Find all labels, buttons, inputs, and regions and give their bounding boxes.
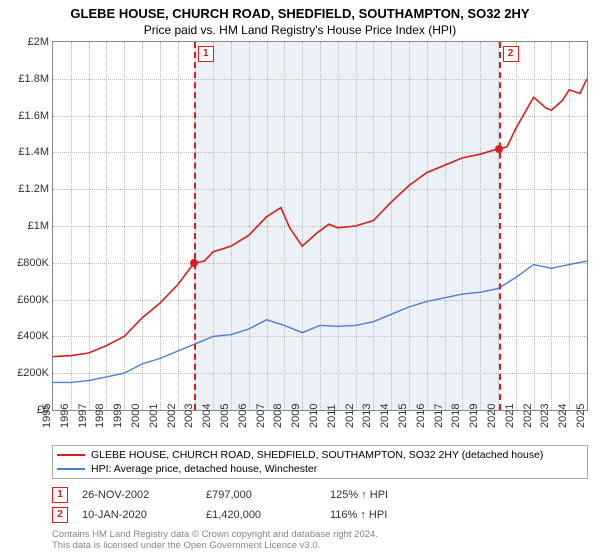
marker-vertical-line: [194, 42, 196, 410]
transaction-marker-icon: 1: [52, 487, 68, 503]
y-axis-label: £200K: [17, 367, 49, 379]
transaction-row: 1 26-NOV-2002 £797,000 125% ↑ HPI: [52, 485, 588, 505]
credits-line: Contains HM Land Registry data © Crown c…: [52, 529, 588, 540]
transaction-date: 10-JAN-2020: [82, 509, 192, 521]
y-axis-label: £1.2M: [18, 183, 49, 195]
y-axis-label: £800K: [17, 257, 49, 269]
legend-swatch: [57, 468, 85, 470]
transaction-price: £797,000: [206, 489, 316, 501]
transaction-price: £1,420,000: [206, 509, 316, 521]
y-axis-label: £1.8M: [18, 73, 49, 85]
series-line-hpi: [53, 261, 587, 382]
chart-lines: [53, 42, 587, 410]
transaction-delta: 116% ↑ HPI: [330, 509, 440, 521]
transaction-delta: 125% ↑ HPI: [330, 489, 440, 501]
y-axis-label: £600K: [17, 294, 49, 306]
legend-label: GLEBE HOUSE, CHURCH ROAD, SHEDFIELD, SOU…: [91, 449, 543, 461]
y-axis-label: £400K: [17, 330, 49, 342]
credits-line: This data is licensed under the Open Gov…: [52, 540, 588, 551]
legend-label: HPI: Average price, detached house, Winc…: [91, 463, 317, 475]
legend: GLEBE HOUSE, CHURCH ROAD, SHEDFIELD, SOU…: [52, 445, 588, 479]
series-line-property: [53, 79, 587, 357]
legend-item-property: GLEBE HOUSE, CHURCH ROAD, SHEDFIELD, SOU…: [57, 448, 583, 462]
marker-number-box: 2: [503, 46, 519, 62]
y-axis-label: £1.6M: [18, 110, 49, 122]
transactions-table: 1 26-NOV-2002 £797,000 125% ↑ HPI 2 10-J…: [52, 485, 588, 525]
chart-title: GLEBE HOUSE, CHURCH ROAD, SHEDFIELD, SOU…: [0, 0, 600, 21]
legend-item-hpi: HPI: Average price, detached house, Winc…: [57, 462, 583, 476]
marker-number-box: 1: [198, 46, 214, 62]
marker-dot-icon: [190, 259, 198, 267]
marker-dot-icon: [495, 145, 503, 153]
x-axis-label: 1995: [41, 404, 53, 428]
transaction-row: 2 10-JAN-2020 £1,420,000 116% ↑ HPI: [52, 505, 588, 525]
y-axis-label: £1M: [28, 220, 49, 232]
transaction-date: 26-NOV-2002: [82, 489, 192, 501]
y-axis-label: £2M: [28, 36, 49, 48]
credits: Contains HM Land Registry data © Crown c…: [52, 529, 588, 552]
y-axis-label: £1.4M: [18, 146, 49, 158]
marker-vertical-line: [499, 42, 501, 410]
chart-plot-area: £0£200K£400K£600K£800K£1M£1.2M£1.4M£1.6M…: [52, 41, 588, 411]
chart-subtitle: Price paid vs. HM Land Registry's House …: [0, 21, 600, 41]
legend-swatch: [57, 454, 85, 456]
transaction-marker-icon: 2: [52, 507, 68, 523]
